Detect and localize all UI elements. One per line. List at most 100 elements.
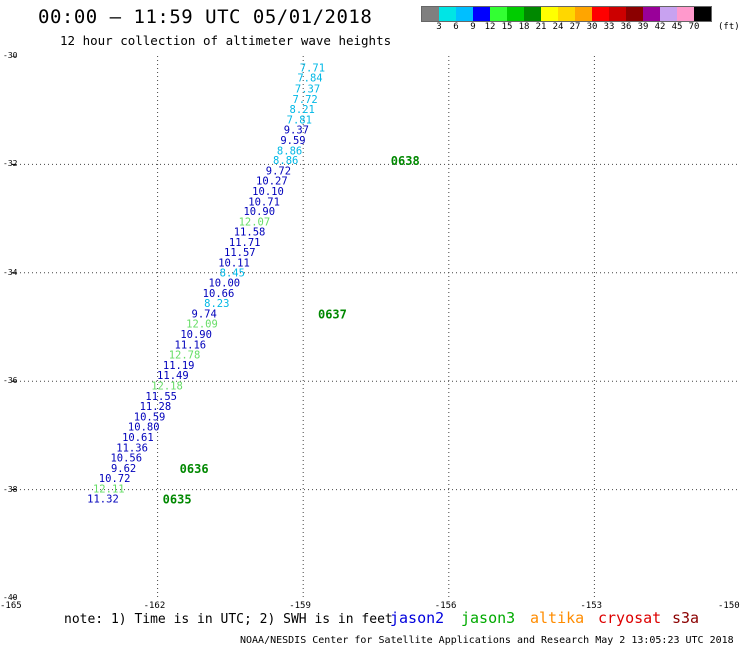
wave-height-label: 8.23 [204,298,229,310]
color-legend-label: 42 [654,22,666,32]
wave-height-label: 11.71 [229,237,261,249]
wave-height-label: 11.55 [145,391,177,403]
color-swatch [524,7,541,21]
color-swatch [473,7,490,21]
wave-height-label: 8.45 [220,267,245,279]
y-tick-label: -32 [3,159,18,169]
color-swatch [660,7,677,21]
footer-credit: NOAA/NESDIS Center for Satellite Applica… [240,635,734,646]
color-legend-label: 12 [484,22,496,32]
satellite-legend-altika: altika [530,609,585,627]
pass-time-label: 0638 [391,154,420,168]
wave-height-label: 12.07 [239,216,271,228]
map-plot: 7.717.847.377.728.217.819.379.598.868.86… [12,56,740,598]
y-tick-label: -36 [3,376,18,386]
satellite-legend-cryosat: cryosat [598,609,662,627]
wave-height-label: 10.00 [208,278,240,290]
wave-height-label: 7.72 [292,94,317,106]
color-legend-label: 39 [637,22,649,32]
wave-height-label: 11.28 [140,401,172,413]
wave-height-label: 7.84 [297,73,322,85]
pass-time-label: 0636 [180,462,209,476]
wave-height-label: 9.72 [266,165,291,177]
pass-time-label: 0635 [163,492,192,506]
wave-height-label: 11.32 [87,493,119,505]
color-legend-label: 18 [518,22,530,32]
color-swatch [626,7,643,21]
x-tick-label: -165 [0,601,22,611]
wave-height-label: 10.56 [110,453,142,465]
wave-height-label: 10.27 [256,176,288,188]
page-subtitle: 12 hour collection of altimeter wave hei… [60,33,392,48]
color-legend-label: 27 [569,22,581,32]
y-tick-label: -34 [3,267,18,277]
color-swatch [541,7,558,21]
color-swatch [609,7,626,21]
wave-height-label: 7.81 [287,114,312,126]
wave-height-label: 9.74 [192,308,217,320]
color-swatch [439,7,456,21]
y-tick-label: -38 [3,484,18,494]
wave-height-label: 10.59 [134,411,166,423]
wave-height-label: 8.86 [277,145,302,157]
x-tick-label: -159 [289,601,311,611]
color-legend-label: 45 [671,22,683,32]
color-legend-label: 15 [501,22,513,32]
x-tick-label: -153 [580,601,603,611]
color-swatch [575,7,592,21]
color-legend-label: 6 [453,22,459,32]
x-tick-label: -162 [143,601,166,611]
color-legend-label: 24 [552,22,564,32]
x-tick-label: -156 [434,601,457,611]
color-swatch [490,7,507,21]
wave-height-label: 11.57 [224,247,256,259]
page-title: 00:00 – 11:59 UTC 05/01/2018 [38,6,373,28]
x-tick-label: -150 [718,601,740,611]
satellite-legend-s3a: s3a [672,609,700,627]
color-legend-label: 33 [603,22,615,32]
wave-height-label: 10.11 [218,258,250,270]
color-legend-label: 21 [535,22,547,32]
wave-height-label: 12.11 [93,484,125,496]
y-tick-label: -30 [3,51,18,60]
color-swatch [643,7,660,21]
wave-height-label: 11.16 [175,339,207,351]
wave-height-label: 10.90 [180,329,212,341]
wave-height-label: 11.49 [157,370,189,382]
wave-height-label: 10.90 [243,206,275,218]
wave-height-label: 9.62 [111,463,136,475]
wave-height-label: 10.71 [248,196,280,208]
y-tick-label: -40 [3,593,18,602]
pass-time-label: 0637 [318,307,347,321]
color-swatch [677,7,694,21]
wave-height-label: 7.71 [300,62,325,74]
color-legend-label: 30 [586,22,598,32]
wave-height-label: 10.66 [203,288,235,300]
satellite-legend-jason2: jason2 [390,609,445,627]
wave-height-label: 9.59 [280,135,305,147]
wave-height-label: 8.21 [290,104,315,116]
wave-height-label: 10.10 [252,186,284,198]
wave-height-label: 8.86 [273,155,298,167]
wave-height-label: 10.61 [122,432,154,444]
wave-height-label: 9.37 [284,125,309,137]
wave-height-label: 10.72 [99,473,131,485]
color-legend [421,6,712,22]
note-text: note: 1) Time is in UTC; 2) SWH is in fe… [64,612,393,627]
wave-height-label: 7.37 [295,84,320,96]
color-swatch [694,7,711,21]
color-legend-label: 36 [620,22,632,32]
color-swatch [422,7,439,21]
color-legend-unit: (ft) [718,22,740,32]
color-legend-label: 9 [470,22,476,32]
wave-height-label: 10.80 [128,422,160,434]
wave-height-label: 11.58 [234,227,266,239]
color-swatch [507,7,524,21]
wave-height-label: 11.19 [163,360,195,372]
color-legend-label: 70 [688,22,700,32]
wave-height-label: 11.36 [116,442,148,454]
satellite-legend-jason3: jason3 [461,609,516,627]
color-swatch [558,7,575,21]
color-swatch [456,7,473,21]
wave-height-label: 12.09 [186,319,218,331]
